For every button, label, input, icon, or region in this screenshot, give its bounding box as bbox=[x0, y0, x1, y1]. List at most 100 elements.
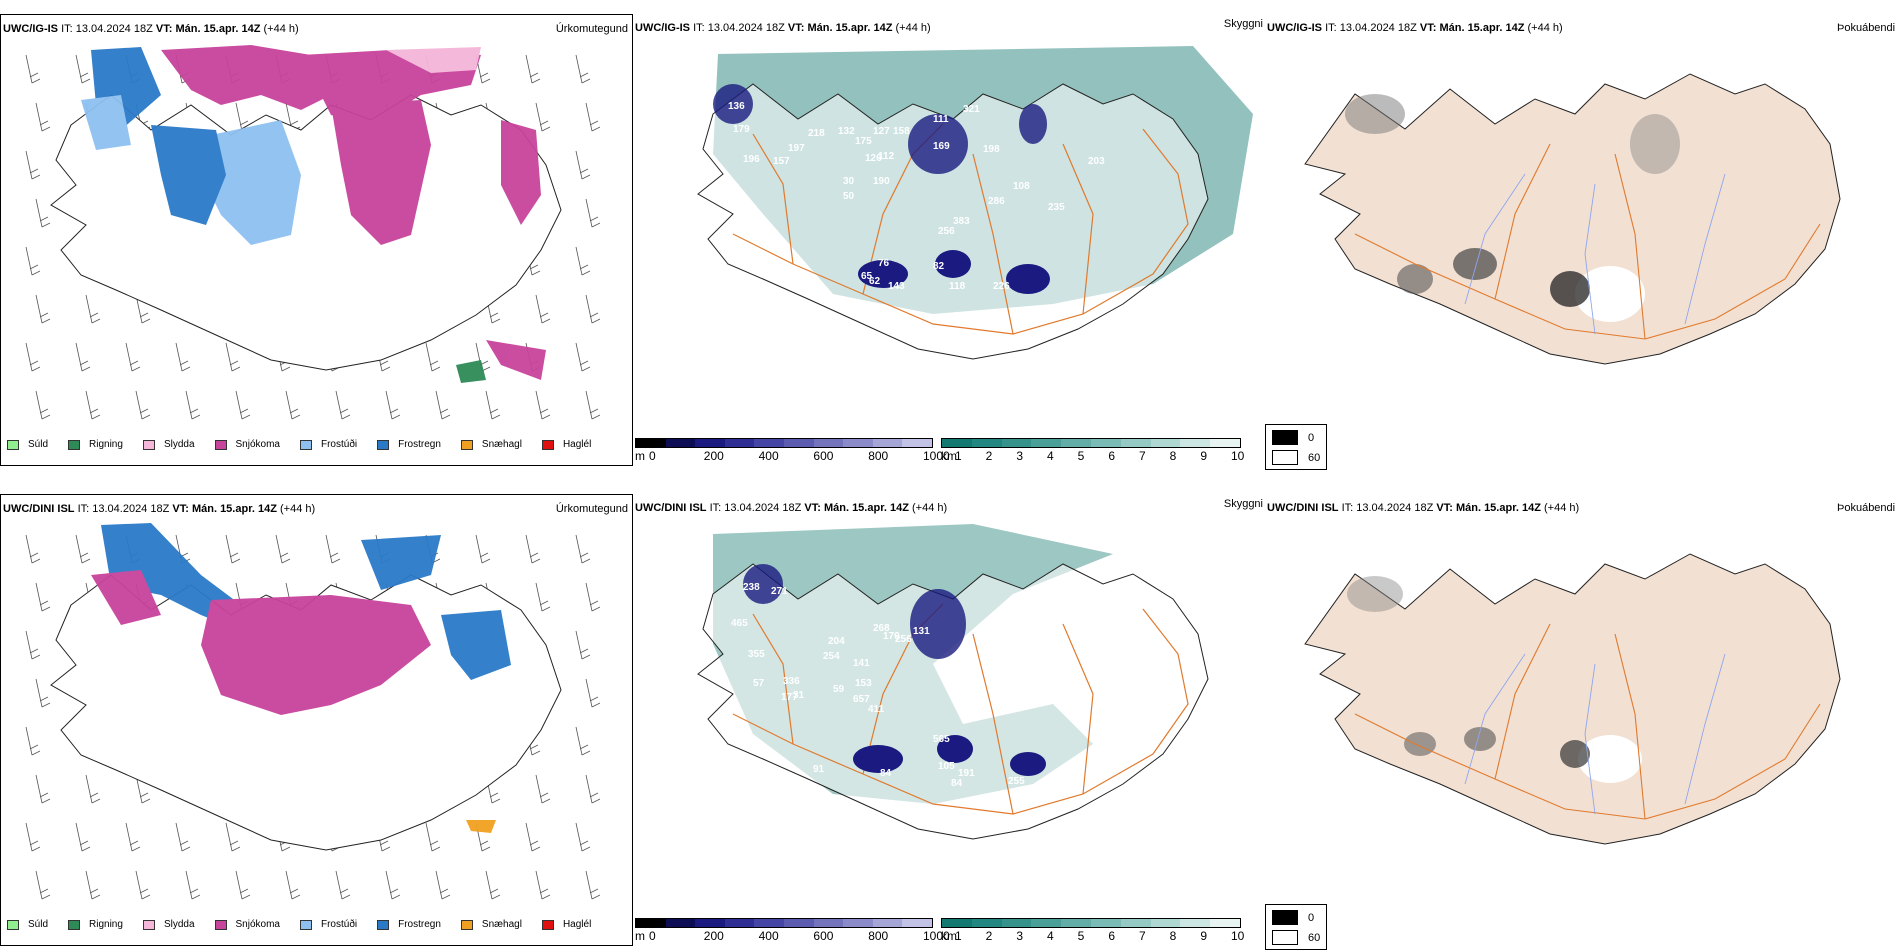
ptype-map bbox=[25, 45, 601, 420]
wind-barb bbox=[335, 390, 351, 420]
legend-swatch bbox=[460, 919, 473, 930]
wind-barb bbox=[285, 390, 301, 420]
wind-barb bbox=[535, 390, 551, 420]
cloud-base-label: 169 bbox=[933, 141, 950, 152]
cloud-base-label: 321 bbox=[963, 104, 980, 115]
wind-barb bbox=[175, 822, 191, 852]
fog-legend: 0 60 bbox=[1265, 424, 1327, 470]
wind-barb bbox=[35, 870, 51, 900]
colorbar-segment bbox=[1120, 919, 1151, 927]
colorbar-segment bbox=[843, 439, 873, 447]
colorbar-strip bbox=[635, 918, 933, 928]
cloud-base-label: 177 bbox=[781, 692, 798, 703]
cloud-base-label: 196 bbox=[743, 154, 760, 165]
cloud-base-label: 76 bbox=[878, 258, 890, 269]
legend-label: Snjókoma bbox=[235, 919, 280, 930]
cloud-base-label: 191 bbox=[958, 768, 975, 779]
row2-ptype-title: UWC/DINI ISL IT: 13.04.2024 18Z VT: Mán.… bbox=[3, 503, 316, 515]
wind-barb bbox=[525, 54, 541, 84]
legend-swatch bbox=[142, 919, 155, 930]
row1-ptype-panel: UWC/IG-IS IT: 13.04.2024 18Z VT: Mán. 15… bbox=[0, 14, 633, 466]
cloud-base-label: 190 bbox=[873, 176, 890, 187]
cloud-base-label: 105 bbox=[938, 761, 955, 772]
colorbar-segment bbox=[783, 919, 814, 927]
wind-barb bbox=[125, 342, 141, 372]
wind-barb bbox=[175, 342, 191, 372]
cloud-base-label: 170 bbox=[883, 631, 900, 642]
colorbar-tick-label: 1000 bbox=[923, 449, 950, 463]
wind-barb bbox=[225, 822, 241, 852]
cloud-base-label: 57 bbox=[753, 678, 765, 689]
fog-legend: 0 60 bbox=[1265, 904, 1327, 950]
cloud-base-label: 256 bbox=[938, 226, 955, 237]
cloud-base-label: 143 bbox=[888, 281, 905, 292]
visibility-colorbar: km 1 2 3 4 5 6 7 8 9 10 bbox=[941, 918, 1244, 946]
wind-barb bbox=[35, 582, 51, 612]
wind-barb bbox=[585, 582, 601, 612]
colorbar-tick-label: 7 bbox=[1139, 449, 1146, 463]
wind-barb bbox=[35, 390, 51, 420]
cloud-base-label: 157 bbox=[773, 156, 790, 167]
rivers bbox=[1464, 653, 1726, 815]
fog-legend-row: 0 bbox=[1272, 910, 1314, 925]
colorbar-tick-label: 6 bbox=[1108, 929, 1116, 943]
colorbar-tick-label: 5 bbox=[1077, 449, 1085, 463]
wind-barb bbox=[585, 390, 601, 420]
legend-label: Frostúði bbox=[320, 919, 358, 930]
wind-barb bbox=[385, 390, 401, 420]
legend-item: Slydda bbox=[142, 439, 195, 450]
iceland-land bbox=[1304, 73, 1841, 365]
wind-barb bbox=[285, 870, 301, 900]
cloud-base-label: 50 bbox=[843, 191, 855, 202]
wind-barb bbox=[435, 390, 451, 420]
cloud-base-patches bbox=[713, 84, 1050, 294]
colorbar-segment bbox=[942, 439, 972, 447]
wind-barb bbox=[85, 870, 101, 900]
colorbar-strip bbox=[941, 918, 1241, 928]
fog-legend-label: 0 bbox=[1308, 911, 1315, 924]
wind-barb bbox=[35, 198, 51, 228]
legend-swatch bbox=[7, 439, 19, 450]
colorbar-segment bbox=[1031, 439, 1062, 447]
colorbar-segment bbox=[1150, 439, 1181, 447]
legend-label: Rigning bbox=[89, 439, 123, 450]
legend-item: Snjókoma bbox=[214, 919, 280, 930]
cloud-base-label: 153 bbox=[855, 678, 872, 689]
colorbar-segment bbox=[843, 919, 873, 927]
colorbar-segment bbox=[636, 919, 666, 927]
wind-barb bbox=[575, 630, 591, 660]
cloud-base-label: 108 bbox=[1013, 181, 1030, 192]
cloud-base-label: 141 bbox=[853, 658, 870, 669]
iceland-land bbox=[1304, 553, 1841, 845]
ptype-map-title: Úrkomutegund bbox=[555, 503, 628, 515]
legend-swatch bbox=[541, 439, 554, 450]
cloud-base-label: 465 bbox=[731, 618, 748, 629]
legend-swatch bbox=[541, 919, 554, 930]
wind-barb bbox=[235, 870, 251, 900]
legend-label: Frostregn bbox=[398, 919, 441, 930]
colorbar-tick-label: 200 bbox=[703, 929, 724, 943]
colorbar-segment bbox=[872, 439, 903, 447]
wind-barb bbox=[185, 870, 201, 900]
wind-barb bbox=[25, 54, 41, 84]
cloud-base-label: 112 bbox=[878, 151, 895, 162]
cloud-base-label: 82 bbox=[933, 261, 945, 272]
legend-label: Frostregn bbox=[398, 439, 441, 450]
colorbar-segment bbox=[971, 919, 1002, 927]
cloud-base-label: 91 bbox=[813, 764, 825, 775]
wind-barb bbox=[535, 774, 551, 804]
colorbar-tick-label: 3 bbox=[1016, 929, 1024, 943]
legend-item: Rigning bbox=[68, 439, 123, 450]
wind-barb bbox=[135, 390, 151, 420]
colorbar-segment bbox=[1150, 919, 1181, 927]
wind-barb bbox=[535, 294, 551, 324]
wind-barb bbox=[35, 102, 51, 132]
wind-barb bbox=[575, 342, 591, 372]
wind-barb bbox=[385, 870, 401, 900]
colorbar-segment bbox=[942, 919, 972, 927]
colorbar-segment bbox=[1180, 919, 1211, 927]
